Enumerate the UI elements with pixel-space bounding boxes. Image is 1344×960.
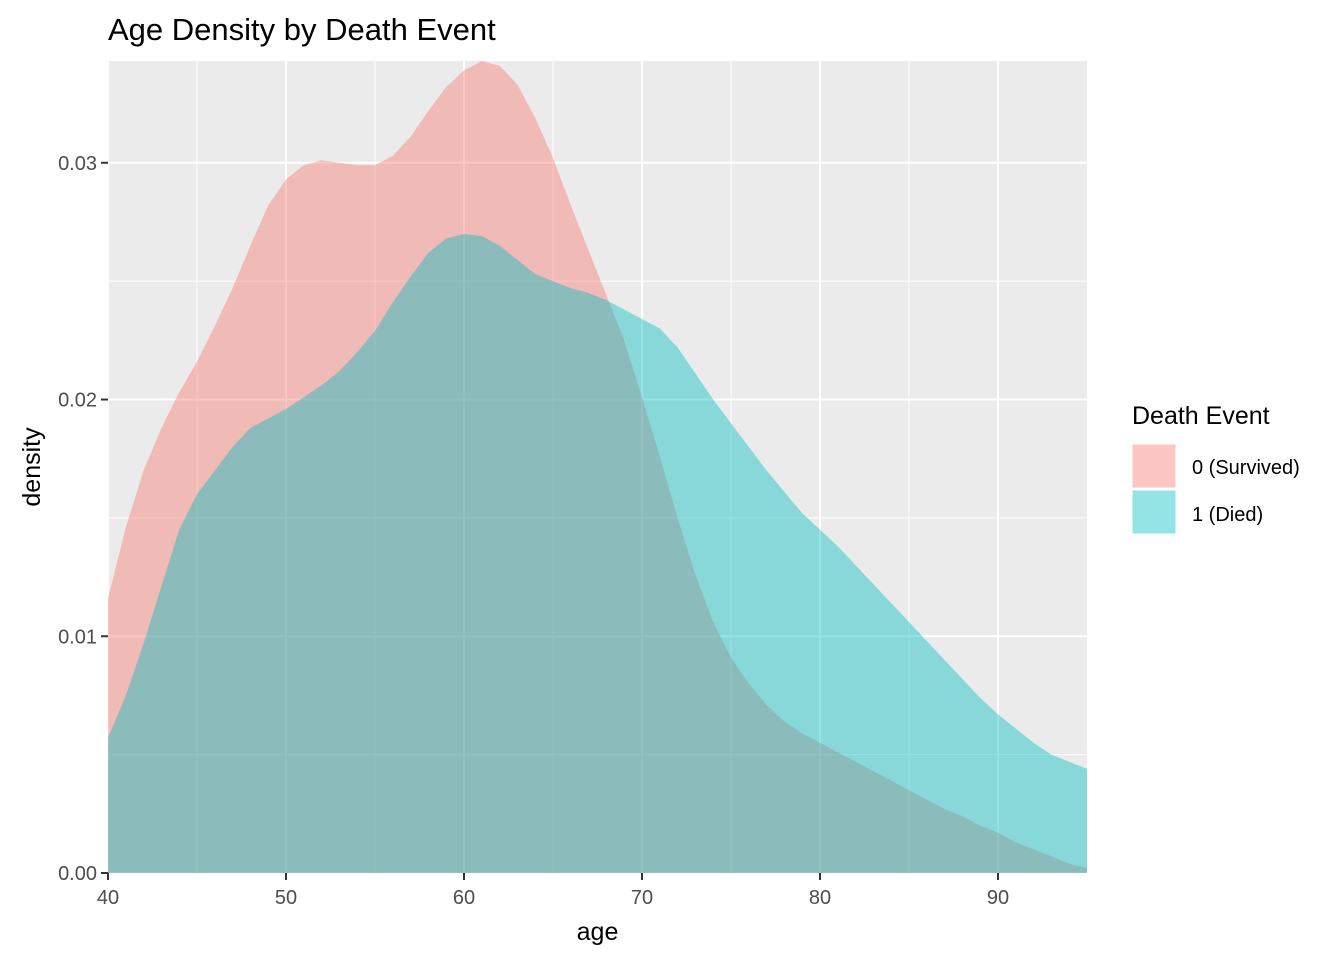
legend-label-died: 1 (Died) [1192,504,1263,526]
minor-gridlines [108,61,1087,873]
x-axis: 40 50 60 70 80 90 [97,873,1009,909]
density-areas [108,61,1087,873]
density-area-series-1 [108,233,1087,873]
y-axis: 0.00 0.01 0.02 0.03 [58,153,108,885]
x-tick-label: 90 [987,887,1009,909]
x-tick-label: 50 [275,887,297,909]
legend-key-survived [1131,443,1177,489]
legend-title: Death Event [1132,402,1270,430]
legend-key-died [1131,489,1177,535]
y-tick-label: 0.03 [58,153,97,175]
x-tick-label: 40 [97,887,119,909]
y-tick-label: 0.00 [58,863,97,885]
major-gridlines [107,61,1087,874]
y-axis-title: density [18,427,46,507]
legend-label-survived: 0 (Survived) [1192,457,1300,479]
legend: Death Event 0 (Survived) 1 (Died) [1131,402,1300,535]
plot-panel [108,61,1087,873]
x-axis-title: age [577,918,619,946]
chart-title: Age Density by Death Event [108,12,496,47]
x-tick-label: 70 [631,887,653,909]
y-tick-label: 0.02 [58,390,97,412]
x-tick-label: 60 [453,887,475,909]
x-tick-label: 80 [809,887,831,909]
y-tick-label: 0.01 [58,626,97,648]
density-area-series-0 [108,61,1087,873]
